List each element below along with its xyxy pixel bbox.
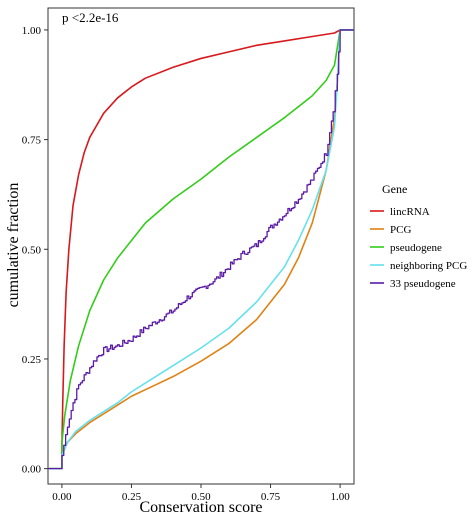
legend: Gene lincRNA PCG pseudogene neighboring PCG… [370,182,467,290]
x-tick-label: 0.50 [191,491,211,503]
legend-label: PCG [390,224,411,236]
series-line-lincrna [48,29,354,470]
p-value-annotation: p <2.2e-16 [62,10,119,25]
y-axis-title: cumulative fraction [5,183,22,308]
x-tick-label: 0.25 [122,491,142,503]
legend-title: Gene [382,182,407,196]
series-line-pseudogene [48,29,354,470]
x-tick-label: 1.00 [330,491,350,503]
y-tick-label: 0.75 [22,135,42,147]
series-line-33-pseudogene [48,29,354,470]
y-tick-label: 0.00 [22,464,42,476]
axis-ticks: 0.00 0.25 0.50 0.75 1.00 0.00 0.25 0.50 0.75 1.00 [22,25,350,503]
y-tick-label: 0.25 [22,354,42,366]
x-tick-label: 0.00 [52,491,72,503]
legend-items: lincRNA PCG pseudogene neighboring PCG 33 ps… [370,206,467,290]
x-axis-title: Conservation score [139,499,262,516]
y-tick-label: 0.50 [22,244,42,256]
y-tick-label: 1.00 [22,25,42,37]
legend-label: neighboring PCG [390,260,467,272]
series-line-neighboring-pcg [48,29,354,470]
legend-label: 33 pseudogene [390,278,456,290]
legend-label: lincRNA [390,206,430,218]
legend-label: pseudogene [390,242,442,254]
x-tick-label: 0.75 [261,491,281,503]
series-lines [48,29,354,470]
